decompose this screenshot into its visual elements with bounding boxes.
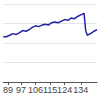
svg-text:115: 115: [43, 85, 57, 95]
svg-text:134: 134: [73, 85, 88, 95]
svg-text:97: 97: [16, 85, 26, 95]
svg-text:106: 106: [28, 85, 43, 95]
svg-text:124: 124: [57, 85, 72, 95]
svg-text:89: 89: [3, 85, 13, 95]
